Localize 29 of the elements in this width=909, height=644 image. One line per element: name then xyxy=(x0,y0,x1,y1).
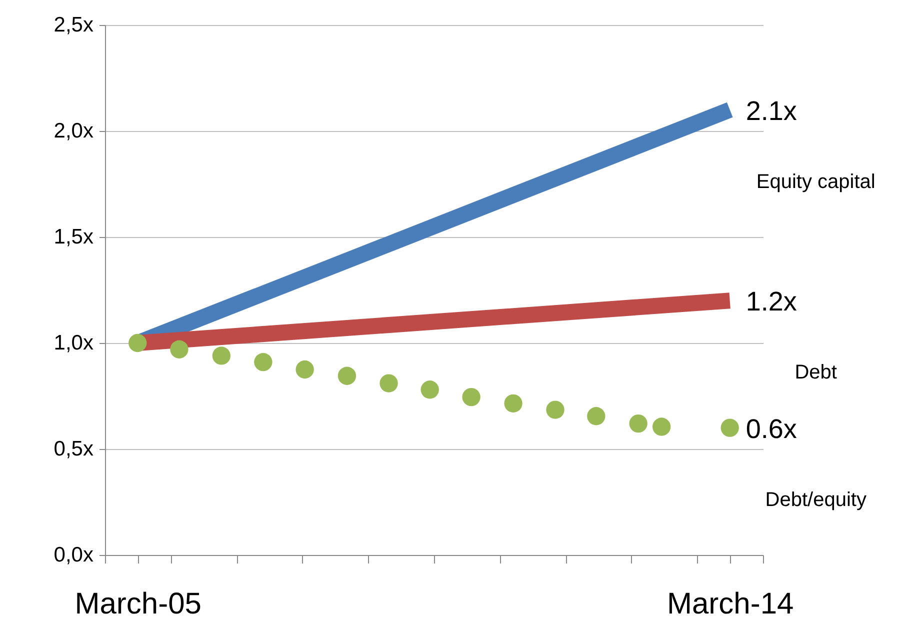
point xyxy=(720,418,739,437)
data-label: 0.6x xyxy=(746,414,798,444)
point xyxy=(254,353,272,372)
x-tick-label: March-05 xyxy=(74,588,202,620)
point xyxy=(212,346,230,365)
text: Debt/equity xyxy=(765,488,866,511)
point xyxy=(296,360,314,379)
point xyxy=(420,380,439,399)
point xyxy=(128,334,147,352)
data-label: 2.1x xyxy=(746,96,798,126)
y-tick-label: 0,5x xyxy=(54,438,94,460)
point xyxy=(380,374,398,392)
y-tick-label: 2,5x xyxy=(54,14,94,36)
point xyxy=(462,388,480,406)
y-tick-label: 2,0x xyxy=(54,120,94,142)
y-tick-label: 0,0x xyxy=(54,544,94,566)
point xyxy=(546,400,564,419)
y-tick-label: 1,5x xyxy=(54,226,94,248)
point xyxy=(504,394,522,412)
text: Equity capital xyxy=(756,170,876,193)
point xyxy=(170,340,188,358)
text: Debt xyxy=(794,362,838,384)
point xyxy=(587,407,606,426)
x-tick-label: March-14 xyxy=(666,588,794,620)
data-label: 1.2x xyxy=(746,286,798,317)
point xyxy=(652,418,671,436)
point xyxy=(629,414,648,433)
point xyxy=(338,366,356,385)
y-tick-label: 1,0x xyxy=(54,332,94,354)
